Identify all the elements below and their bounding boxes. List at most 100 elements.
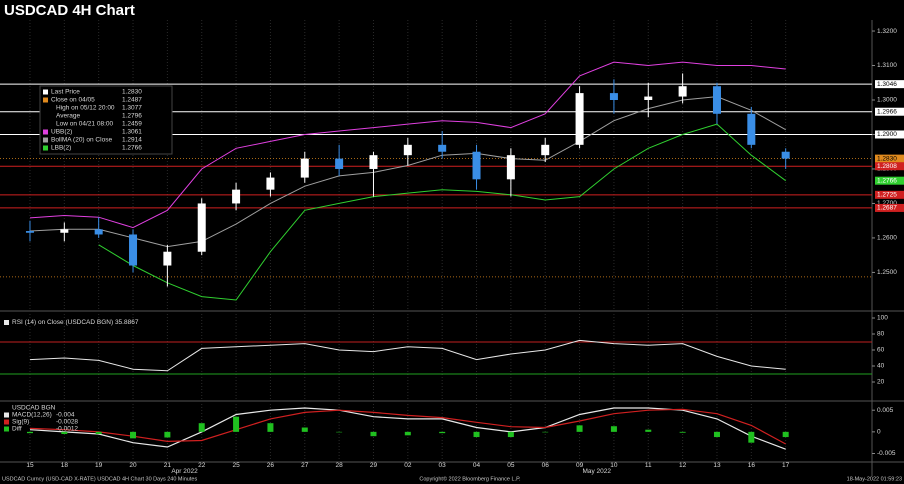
legend-label: Average [56, 113, 80, 120]
diff-bar [576, 425, 583, 432]
legend-label: High on 05/12 20:00 [56, 105, 115, 112]
level-tag-label: 1.2900 [877, 131, 897, 138]
candle-body [403, 144, 412, 156]
diff-bar [473, 431, 480, 438]
level-tag-label: 1.2808 [877, 163, 897, 170]
x-tick-label: 17 [782, 462, 790, 469]
legend-value: 1.2796 [122, 113, 142, 120]
band-line [29, 61, 786, 229]
candle-body [94, 229, 103, 235]
candle-body [781, 151, 790, 159]
panel-header: USDCAD BGN [12, 405, 56, 412]
diff-bar [301, 427, 308, 432]
y-tick-label: 1.2500 [877, 269, 897, 276]
month-label: May 2022 [582, 468, 611, 475]
legend-value: 1.2830 [122, 89, 142, 96]
x-tick-label: 11 [645, 462, 652, 469]
level-tag [875, 203, 904, 212]
footer-left: USDCAD Curncy (USD-CAD X-RATE) USDCAD 4H… [2, 476, 197, 482]
candle-body [747, 113, 756, 145]
y-tick-label: 0 [877, 429, 881, 436]
month-label: Apr 2022 [171, 468, 198, 475]
macd-line [29, 408, 786, 445]
y-tick-label: 60 [877, 347, 885, 354]
level-tag-label: 1.2725 [877, 192, 897, 199]
level-tag [875, 154, 904, 163]
diff-bar [679, 431, 686, 433]
x-tick-label: 22 [198, 462, 206, 469]
x-tick-label: 03 [439, 462, 447, 469]
x-tick-label: 15 [26, 462, 34, 469]
candle-body [678, 86, 687, 97]
legend-box [39, 85, 173, 155]
x-tick-label: 29 [370, 462, 378, 469]
diff-bar [130, 431, 137, 439]
candle-body [438, 144, 447, 152]
level-tag [875, 162, 904, 171]
diff-bar [439, 431, 446, 434]
y-tick-label: 20 [877, 379, 885, 386]
level-tag [875, 176, 904, 185]
y-tick-label: 1.3000 [877, 97, 897, 104]
x-tick-label: 16 [748, 462, 756, 469]
y-tick-label: 1.3200 [877, 28, 897, 35]
diff-bar [233, 416, 240, 432]
legend-value: 1.3077 [122, 105, 142, 112]
legend-label: LBB(2) [51, 145, 71, 152]
footer-center: Copyright© 2022 Bloomberg Finance L.P. [419, 475, 521, 482]
legend-swatch [43, 145, 48, 151]
diff-bar [748, 431, 755, 443]
x-tick-label: 28 [336, 462, 344, 469]
diff-bar [267, 423, 274, 432]
x-tick-label: 05 [507, 462, 515, 469]
legend-value: 1.3061 [122, 129, 142, 136]
chart-title: USDCAD 4H Chart [4, 2, 135, 19]
y-tick-label: -0.005 [877, 450, 896, 457]
candle-body [369, 155, 378, 169]
legend-value: 1.2487 [122, 97, 142, 104]
diff-bar [713, 431, 720, 438]
legend-label: MACD(12,26) [12, 412, 52, 419]
diff-bar [507, 431, 514, 438]
legend-value: 1.2914 [122, 137, 142, 144]
legend-swatch [43, 129, 48, 135]
level-tag-label: 1.2687 [877, 205, 897, 212]
level-tag [875, 107, 904, 116]
x-tick-label: 19 [95, 462, 103, 469]
candle-body [541, 144, 550, 156]
diff-bar [645, 429, 652, 432]
legend-swatch [4, 419, 9, 425]
candle-body [472, 151, 481, 180]
candle-body [232, 189, 241, 204]
header-swatch [4, 320, 9, 325]
candle-body [575, 93, 584, 145]
x-tick-label: 10 [610, 462, 618, 469]
legend-value: -0.0012 [56, 426, 78, 433]
x-tick-label: 06 [542, 462, 550, 469]
y-tick-label: 100 [877, 315, 888, 322]
diff-bar [61, 431, 68, 435]
level-tag-label: 1.2830 [877, 155, 897, 162]
x-tick-label: 26 [267, 462, 275, 469]
x-tick-label: 12 [679, 462, 687, 469]
candle-body [266, 177, 275, 190]
level-tag-label: 1.2966 [877, 108, 897, 115]
x-tick-label: 09 [576, 462, 584, 469]
candle-body [644, 96, 653, 100]
legend-swatch [43, 97, 48, 103]
y-tick-label: 1.3100 [877, 62, 897, 69]
legend-label: Diff [12, 426, 22, 433]
legend-label: UBB(2) [51, 129, 72, 136]
candle-body [712, 86, 721, 114]
candle-body [506, 155, 515, 180]
footer-right: 18-May-2022 01:59:23 [847, 476, 902, 482]
legend-swatch [4, 426, 9, 432]
x-tick-label: 21 [164, 462, 172, 469]
legend-label: BollMA (20) on Close [51, 137, 112, 144]
y-tick-label: 1.2700 [877, 200, 897, 207]
legend-value: 1.2459 [122, 121, 142, 128]
y-tick-label: 0.005 [877, 407, 894, 414]
legend-label: Close on 04/05 [51, 97, 95, 104]
candle-body [300, 158, 309, 178]
candle-body [609, 93, 618, 100]
